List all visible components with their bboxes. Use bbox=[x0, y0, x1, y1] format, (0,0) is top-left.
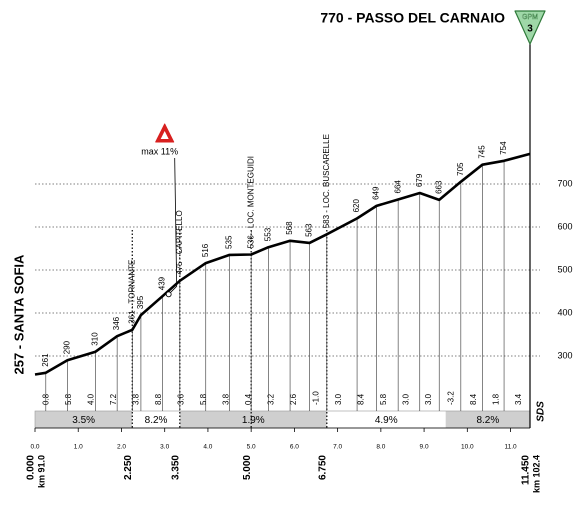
gradient-band bbox=[445, 411, 530, 428]
point-label: 754 bbox=[499, 141, 508, 155]
y-tick-label: 700 bbox=[557, 178, 572, 188]
point-label: 649 bbox=[372, 186, 381, 200]
x-tick-label: 10.0 bbox=[461, 444, 474, 451]
point-label: 310 bbox=[91, 332, 100, 346]
start-label: 257 - SANTA SOFIA bbox=[11, 254, 26, 375]
gpm-label: GPM bbox=[522, 14, 538, 21]
segment-gradient: 7.2 bbox=[109, 393, 118, 405]
segment-gradient: 1.8 bbox=[491, 393, 500, 405]
point-label: 475 - CAPITELLO bbox=[175, 210, 184, 274]
segment-gradient: 8.4 bbox=[356, 393, 365, 405]
segment-gradient: 3.8 bbox=[131, 393, 140, 405]
point-label: 664 bbox=[393, 180, 402, 194]
x-tick-label: 2.0 bbox=[117, 444, 126, 451]
segment-gradient: 4.0 bbox=[86, 393, 95, 405]
segment-gradient: 5.8 bbox=[64, 393, 73, 405]
segment-gradient: 0.4 bbox=[244, 393, 253, 405]
segment-gradient: -3.2 bbox=[446, 391, 455, 405]
segment-gradient: 3.4 bbox=[514, 393, 523, 405]
gpm-category: 3 bbox=[527, 24, 533, 35]
x-tick-label: 6.0 bbox=[290, 444, 299, 451]
gradient-band bbox=[132, 411, 180, 428]
point-label: 290 bbox=[63, 340, 72, 354]
average-gradient: 8.2% bbox=[145, 415, 168, 426]
point-label: 516 bbox=[201, 243, 210, 257]
x-tick-label: 8.0 bbox=[376, 444, 385, 451]
gradient-band bbox=[35, 411, 133, 428]
profile-line bbox=[34, 152, 531, 376]
segment-gradient: 3.0 bbox=[401, 393, 410, 405]
segment-gradient: 8.8 bbox=[154, 393, 163, 405]
segment-gradient: 5.8 bbox=[199, 393, 208, 405]
x-tick-label: 1.0 bbox=[74, 444, 83, 451]
warning-icon-inner bbox=[160, 131, 169, 139]
km-marker-label: 11.450 bbox=[521, 455, 532, 485]
segment-gradient: 2.6 bbox=[289, 393, 298, 405]
segment-gradient: 3.0 bbox=[334, 393, 343, 405]
km-start: km 91.0 bbox=[36, 455, 46, 488]
gradient-band bbox=[179, 411, 327, 428]
point-label: 563 bbox=[305, 223, 314, 237]
summit-label: 770 - PASSO DEL CARNAIO bbox=[320, 10, 505, 26]
average-gradient: 3.5% bbox=[72, 415, 95, 426]
y-tick-label: 600 bbox=[557, 221, 572, 231]
segment-gradient: 5.8 bbox=[379, 393, 388, 405]
segment-gradient: 3.8 bbox=[221, 393, 230, 405]
segment-gradient: -1.0 bbox=[311, 391, 320, 405]
gradient-band bbox=[326, 411, 446, 428]
point-label: 536 - LOC. MONTEGUIDI bbox=[246, 156, 255, 248]
point-label: 346 bbox=[112, 316, 121, 330]
average-gradient: 8.2% bbox=[476, 415, 499, 426]
y-tick-label: 400 bbox=[557, 307, 572, 317]
point-label: 361 - TORNANTE bbox=[127, 260, 136, 324]
segment-gradient: 3.0 bbox=[424, 393, 433, 405]
point-label: 663 bbox=[434, 180, 443, 194]
x-tick-label: 9.0 bbox=[420, 444, 429, 451]
point-label: 535 bbox=[225, 235, 234, 249]
x-tick-label: 7.0 bbox=[333, 444, 342, 451]
segment-gradient: 3.6 bbox=[176, 393, 185, 405]
x-tick-label: 11.0 bbox=[504, 444, 517, 451]
km-marker-label: 6.750 bbox=[317, 455, 328, 480]
x-tick-label: 5.0 bbox=[247, 444, 256, 451]
point-label: 583 - LOC. BUSCARELLE bbox=[322, 134, 331, 228]
point-label: 705 bbox=[456, 162, 465, 176]
logo: SDS bbox=[536, 401, 547, 422]
km-marker-label: 0.000 bbox=[26, 455, 37, 480]
point-label: 620 bbox=[352, 199, 361, 213]
km-marker-label: 2.250 bbox=[123, 455, 134, 480]
y-tick-label: 500 bbox=[557, 264, 572, 274]
segment-gradient: 8.4 bbox=[469, 393, 478, 405]
point-label: 745 bbox=[478, 145, 487, 159]
max-gradient-pointer bbox=[168, 157, 178, 295]
segment-gradient: 3.2 bbox=[266, 393, 275, 405]
point-label: 553 bbox=[264, 227, 273, 241]
average-gradient: 4.9% bbox=[375, 415, 398, 426]
point-label: 439 bbox=[158, 276, 167, 290]
x-tick-label: 4.0 bbox=[203, 444, 212, 451]
km-end: km 102.4 bbox=[531, 455, 541, 493]
km-marker-label: 3.350 bbox=[170, 455, 181, 480]
gpm-badge bbox=[514, 10, 546, 45]
km-marker-label: 5.000 bbox=[242, 455, 253, 480]
max-gradient-dot bbox=[165, 291, 172, 298]
x-tick-label: 3.0 bbox=[160, 444, 169, 451]
point-label: 568 bbox=[285, 221, 294, 235]
max-gradient-label: max 11% bbox=[141, 146, 178, 156]
y-tick-label: 300 bbox=[557, 350, 572, 360]
average-gradient: 1.9% bbox=[242, 415, 265, 426]
point-label: 395 bbox=[136, 295, 145, 309]
x-tick-label: 0.0 bbox=[30, 444, 39, 451]
point-label: 261 bbox=[41, 353, 50, 367]
point-label: 679 bbox=[415, 173, 424, 187]
